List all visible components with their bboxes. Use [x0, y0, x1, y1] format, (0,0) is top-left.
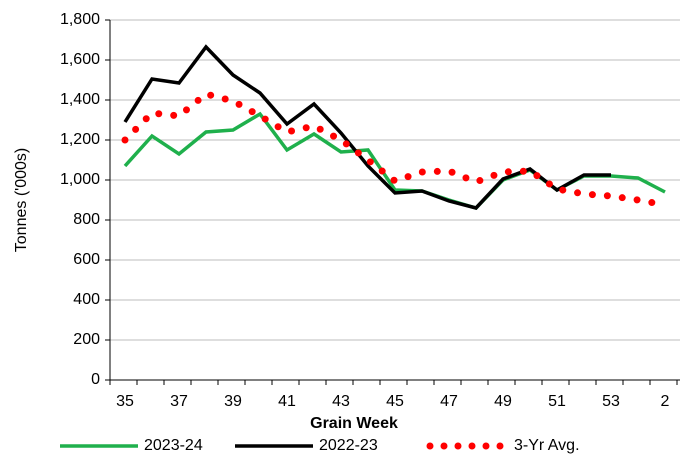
x-tick-label: 41 — [278, 393, 296, 410]
x-tick-label: 51 — [548, 393, 566, 410]
y-tick-label: 1,600 — [60, 51, 100, 68]
y-tick-label: 200 — [73, 331, 100, 348]
y-tick-label: 1,200 — [60, 131, 100, 148]
x-tick-label: 2 — [661, 393, 670, 410]
x-tick-label: 37 — [170, 393, 188, 410]
x-tick-label: 45 — [386, 393, 404, 410]
legend-label: 2023-24 — [144, 437, 203, 454]
y-tick-label: 600 — [73, 251, 100, 268]
legend-label: 2022-23 — [319, 437, 378, 454]
y-tick-label: 1,400 — [60, 91, 100, 108]
series-line — [123, 44, 611, 210]
y-tick-label: 1,800 — [60, 11, 100, 28]
legend-label: 3-Yr Avg. — [514, 437, 580, 454]
x-tick-label: 35 — [116, 393, 134, 410]
x-tick-label: 43 — [332, 393, 350, 410]
x-tick-label: 49 — [494, 393, 512, 410]
x-axis-label: Grain Week — [310, 415, 398, 432]
y-tick-label: 0 — [91, 371, 100, 388]
y-axis-label: Tonnes ('000s) — [13, 148, 30, 252]
y-tick-label: 400 — [73, 291, 100, 308]
series-line — [121, 90, 669, 209]
y-tick-label: 1,000 — [60, 171, 100, 188]
x-tick-label: 53 — [602, 393, 620, 410]
y-tick-label: 800 — [73, 211, 100, 228]
x-tick-label: 39 — [224, 393, 242, 410]
x-tick-label: 47 — [440, 393, 458, 410]
